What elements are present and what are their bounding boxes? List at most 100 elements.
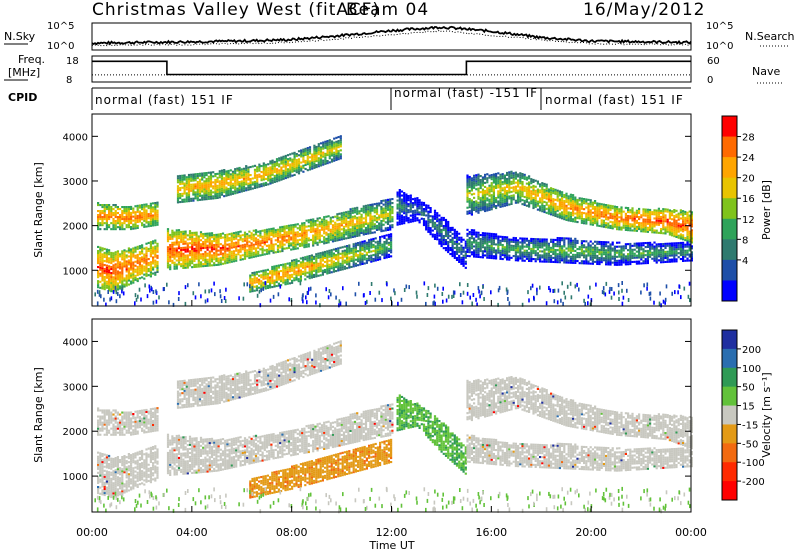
power-cell: [594, 218, 597, 221]
power-cell: [649, 221, 652, 224]
power-cell: [477, 197, 480, 200]
power-cell: [385, 248, 388, 251]
power-cell: [673, 215, 676, 218]
power-cell: [427, 230, 430, 233]
power-cell: [398, 209, 401, 212]
power-cell: [364, 210, 368, 213]
power-cell: [600, 223, 603, 226]
power-cell: [241, 238, 244, 241]
power-cell: [114, 281, 117, 284]
power-cell: [521, 195, 524, 198]
power-cell: [335, 150, 338, 153]
power-cell: [261, 235, 264, 238]
power-cell: [246, 249, 249, 252]
power-cell: [253, 182, 257, 185]
power-cell: [508, 191, 511, 194]
power-cell: [286, 176, 290, 179]
power-cell: [405, 211, 408, 214]
noise-left-tick-top: 10^5: [47, 21, 74, 32]
power-cell: [339, 268, 342, 271]
power-cell: [578, 213, 581, 216]
power-cell: [369, 228, 372, 231]
power-cell: [317, 165, 320, 168]
power-cell: [143, 247, 146, 250]
power-cell: [335, 142, 338, 145]
power-cell: [596, 222, 599, 225]
power-cell: [345, 229, 348, 232]
power-cell: [204, 240, 207, 243]
power-cell: [512, 174, 515, 177]
power-cell: [226, 247, 229, 250]
power-cell: [363, 262, 366, 265]
power-cell: [567, 197, 570, 200]
power-cell: [297, 268, 300, 271]
power-cell: [261, 251, 264, 254]
power-cell: [400, 220, 404, 223]
power-cell: [338, 228, 341, 231]
power-cell: [326, 270, 329, 273]
power-cell: [348, 260, 351, 263]
power-cell: [248, 240, 251, 243]
power-cell: [116, 274, 119, 277]
power-cell: [433, 217, 437, 220]
power-cell: [334, 237, 337, 240]
power-cell: [556, 209, 559, 212]
power-cell: [508, 171, 511, 174]
power-cell: [166, 230, 170, 233]
power-cell: [260, 280, 263, 283]
power-cell: [497, 200, 500, 203]
power-cell: [390, 237, 393, 240]
power-cell: [287, 240, 291, 243]
power-cell: [195, 251, 198, 254]
power-cell: [247, 188, 250, 191]
power-cell: [230, 258, 233, 261]
power-cell: [310, 256, 313, 259]
power-cell: [335, 152, 338, 155]
power-cell: [232, 234, 236, 237]
power-cell: [370, 250, 373, 253]
power-cell: [256, 168, 259, 171]
power-cell: [253, 170, 257, 173]
power-cell: [297, 168, 301, 171]
power-cell: [416, 217, 419, 220]
power-cell: [269, 286, 272, 289]
power-cell: [458, 246, 461, 249]
power-cell: [250, 232, 253, 235]
power-cell: [149, 255, 152, 258]
power-cell: [345, 231, 348, 234]
power-cell: [618, 216, 621, 219]
power-cell: [418, 201, 421, 204]
power-cell: [143, 211, 146, 214]
power-cell: [255, 287, 258, 290]
power-cell: [237, 231, 240, 234]
power-cell: [101, 267, 104, 270]
power-cell: [684, 237, 687, 240]
power-cell: [141, 204, 144, 207]
power-cell: [657, 221, 660, 224]
power-cell: [390, 243, 393, 246]
power-cell: [256, 182, 259, 185]
power-cell: [451, 238, 454, 241]
power-cell: [194, 175, 197, 178]
power-cell: [444, 220, 448, 223]
power-cell: [414, 201, 417, 204]
power-cell: [180, 232, 183, 235]
power-cell: [121, 206, 124, 209]
power-cell: [591, 207, 594, 210]
power-cell: [618, 228, 621, 231]
power-cell: [368, 255, 371, 258]
power-cell: [495, 176, 498, 179]
power-cell: [338, 224, 341, 227]
power-cell: [503, 178, 506, 181]
power-cell: [225, 186, 228, 189]
power-cell: [318, 233, 321, 236]
power-cell: [369, 222, 372, 225]
power-cell: [274, 239, 277, 242]
power-cell: [455, 232, 459, 235]
power-cell: [347, 228, 350, 231]
power-cell: [130, 226, 133, 229]
power-cell: [400, 190, 404, 193]
power-cell: [365, 247, 368, 250]
power-cell: [123, 255, 126, 258]
power-cell: [134, 270, 137, 273]
